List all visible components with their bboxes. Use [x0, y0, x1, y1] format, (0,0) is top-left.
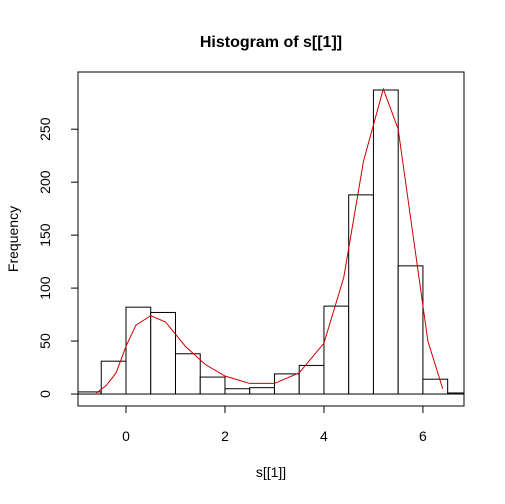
y-tick-label: 150 [37, 223, 53, 247]
bar [298, 364, 325, 395]
bar [372, 89, 399, 395]
bar [199, 376, 226, 395]
bar [323, 305, 350, 395]
y-axis-label: Frequency [5, 206, 21, 272]
plot-area [78, 87, 464, 395]
x-tick-label: 6 [419, 428, 427, 444]
bar [224, 388, 251, 395]
x-tick-label: 2 [221, 428, 229, 444]
bar [397, 265, 424, 395]
y-tick-label: 0 [37, 390, 53, 398]
bar [249, 387, 275, 395]
y-tick-label: 250 [37, 117, 53, 141]
bar [150, 311, 176, 395]
density-line [96, 87, 444, 394]
plot-frame [77, 71, 465, 407]
bar [422, 378, 449, 395]
y-tick-label: 200 [37, 170, 53, 194]
y-tick-label: 100 [37, 276, 53, 300]
bar [125, 306, 152, 395]
bar [273, 373, 300, 395]
bar [348, 194, 374, 395]
bar [100, 360, 127, 395]
bar [447, 392, 464, 395]
y-tick-label: 50 [37, 333, 53, 349]
bar [174, 353, 201, 395]
chart-title: Histogram of s[[1]] [200, 34, 342, 51]
x-tick-label: 4 [320, 428, 328, 444]
x-tick-label: 0 [122, 428, 130, 444]
x-axis-label: s[[1]] [256, 464, 286, 480]
